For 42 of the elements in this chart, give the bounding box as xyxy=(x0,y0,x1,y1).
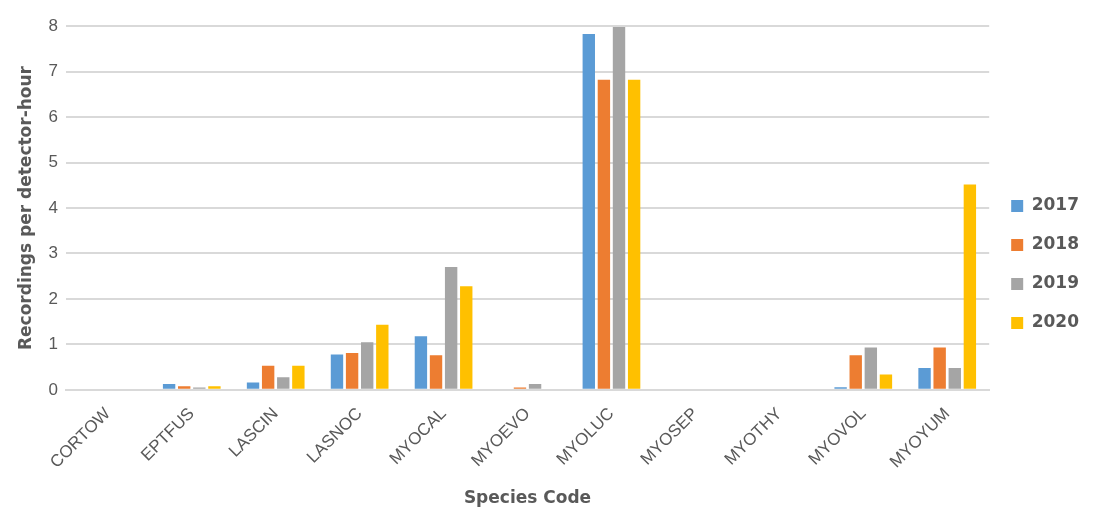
y-tick-label: 5 xyxy=(48,152,58,172)
bar xyxy=(612,27,626,389)
bar xyxy=(879,374,893,389)
y-tick-label: 3 xyxy=(48,243,58,263)
legend-label: 2020 xyxy=(1031,311,1080,332)
bar xyxy=(292,365,305,389)
bar xyxy=(597,79,611,389)
bar xyxy=(582,33,595,389)
y-tick-label: 0 xyxy=(48,379,58,399)
bar xyxy=(261,365,275,389)
bar xyxy=(429,355,443,389)
bar xyxy=(460,286,473,389)
bar xyxy=(444,267,458,389)
legend-label: 2019 xyxy=(1031,272,1080,293)
legend-label: 2017 xyxy=(1031,194,1080,215)
y-tick-label: 1 xyxy=(48,334,58,354)
bar xyxy=(345,353,359,389)
y-tick-label: 2 xyxy=(48,288,58,308)
bar xyxy=(933,347,946,389)
bar xyxy=(414,336,428,389)
bar xyxy=(330,354,344,389)
bar xyxy=(963,184,977,389)
bar xyxy=(528,383,542,389)
y-tick-label: 4 xyxy=(48,197,58,217)
bar xyxy=(246,382,260,389)
bar xyxy=(208,386,221,389)
y-axis-title: Recordings per detector-hour xyxy=(14,65,35,351)
bar xyxy=(178,386,191,389)
legend-label: 2018 xyxy=(1031,233,1080,254)
x-axis-title: Species Code xyxy=(463,487,592,508)
bar xyxy=(918,368,931,389)
y-tick-label: 7 xyxy=(48,61,58,81)
bar xyxy=(376,324,389,389)
bar xyxy=(162,383,176,389)
y-tick-label: 8 xyxy=(48,15,58,35)
bar xyxy=(361,342,374,389)
bar xyxy=(864,347,878,389)
y-tick-label: 6 xyxy=(48,106,58,126)
bar xyxy=(948,368,961,389)
bar xyxy=(849,355,862,389)
bar xyxy=(277,377,290,389)
bar xyxy=(627,79,641,389)
